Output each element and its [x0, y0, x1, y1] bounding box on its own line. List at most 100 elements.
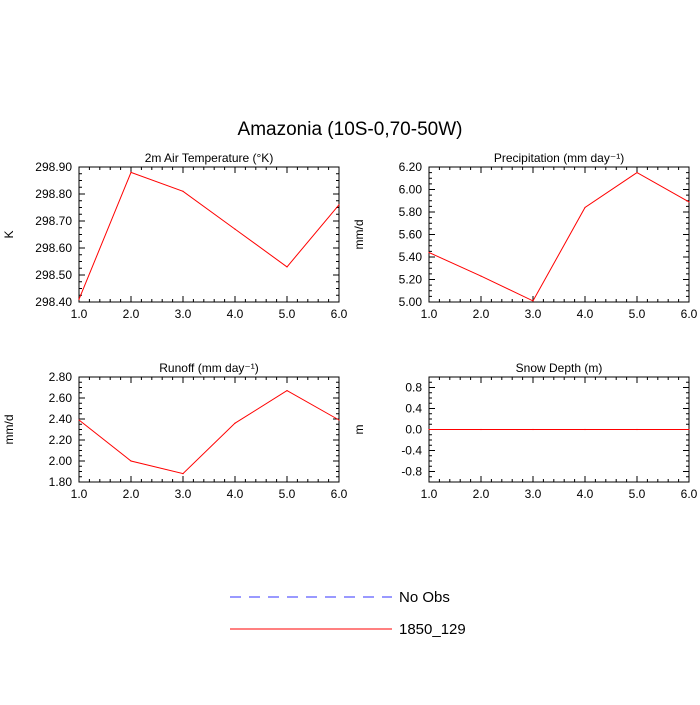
data-point	[584, 206, 586, 209]
y-tick-label: 6.20	[399, 160, 423, 174]
data-point	[130, 460, 132, 462]
y-tick-label: 1.80	[49, 475, 73, 489]
data-point	[584, 428, 586, 431]
panel-title-unit: (mm day⁻¹)	[563, 151, 624, 165]
x-tick-label: 5.0	[279, 307, 296, 321]
plot-frame	[78, 376, 340, 483]
x-tick-label: 3.0	[525, 307, 542, 321]
panel-title-text: Precipitation	[494, 151, 563, 165]
data-point	[78, 419, 80, 421]
y-tick-label: 298.40	[35, 295, 72, 309]
x-tick-label: 2.0	[123, 487, 140, 501]
panel-title: Runoff (mm day⁻¹)	[159, 361, 258, 375]
y-tick-label: 298.50	[35, 268, 72, 282]
y-tick-label: 5.60	[399, 228, 423, 242]
x-tick-label: 2.0	[473, 307, 490, 321]
legend-entry: No Obs	[230, 589, 450, 606]
y-tick-label: 6.00	[399, 183, 423, 197]
y-tick-label: 2.20	[49, 433, 73, 447]
x-tick-label: 2.0	[473, 487, 490, 501]
data-point	[480, 428, 482, 431]
y-tick-label: 2.80	[49, 370, 73, 384]
data-point	[182, 190, 184, 192]
panel-title-unit: (mm day⁻¹)	[198, 361, 259, 375]
y-tick-label: 5.80	[399, 205, 423, 219]
legend-label: No Obs	[399, 589, 450, 606]
y-tick-label: 0.0	[405, 423, 422, 437]
y-axis-label: m	[352, 425, 366, 435]
panel-title: 2m Air Temperature (°K)	[145, 151, 274, 165]
panel-title-text: 2m Air Temperature	[145, 151, 253, 165]
x-tick-label: 2.0	[123, 307, 140, 321]
plot-frame	[428, 166, 690, 303]
data-point	[286, 266, 288, 268]
y-tick-label: 298.80	[35, 187, 72, 201]
x-tick-label: 3.0	[175, 487, 192, 501]
x-tick-label: 1.0	[421, 307, 438, 321]
x-tick-label: 6.0	[681, 307, 698, 321]
x-tick-label: 1.0	[71, 307, 88, 321]
panel-4: Snow Depth (m) m 1.0 2.0 3.0 4.0 5.0 6.0 -0.8 -0.…	[352, 361, 698, 501]
data-point	[688, 201, 690, 203]
data-point	[532, 300, 534, 302]
x-tick-label: 6.0	[331, 487, 348, 501]
data-point	[234, 422, 236, 424]
y-tick-label: 5.20	[399, 273, 423, 287]
data-point	[480, 275, 482, 277]
page-title: Amazonia (10S-0,70-50W)	[238, 119, 463, 140]
legend-entry: 1850_129	[230, 621, 466, 638]
x-tick-label: 3.0	[175, 307, 192, 321]
x-tick-label: 6.0	[681, 487, 698, 501]
y-tick-label: -0.4	[401, 444, 422, 458]
x-tick-label: 5.0	[629, 307, 646, 321]
data-point	[532, 428, 534, 431]
series-line-1850_129	[78, 390, 340, 475]
panel-title: Precipitation (mm day⁻¹)	[494, 151, 624, 165]
data-point	[428, 428, 430, 431]
legend: No Obs 1850_129	[230, 589, 466, 638]
y-axis-label: mm/d	[352, 220, 366, 250]
data-point	[182, 473, 184, 475]
data-point	[130, 171, 132, 173]
data-point	[78, 298, 80, 300]
panel-2: Precipitation (mm day⁻¹) mm/d 1.0 2.0 3.0 4.0…	[352, 151, 698, 321]
x-tick-label: 4.0	[577, 307, 594, 321]
data-point	[234, 228, 236, 230]
y-tick-label: 5.00	[399, 295, 423, 309]
legend-label: 1850_129	[399, 621, 466, 638]
panel-1: 2m Air Temperature (°K) K 1.0 2.0 3.0 4.0 5.0 6…	[2, 151, 348, 321]
x-tick-label: 4.0	[577, 487, 594, 501]
data-point	[338, 419, 340, 421]
x-tick-label: 4.0	[227, 307, 244, 321]
data-point	[636, 172, 638, 174]
x-tick-label: 1.0	[71, 487, 88, 501]
x-tick-label: 5.0	[279, 487, 296, 501]
panel-title-unit: (m)	[584, 361, 602, 375]
x-tick-label: 5.0	[629, 487, 646, 501]
y-tick-label: 298.60	[35, 241, 72, 255]
x-tick-label: 6.0	[331, 307, 348, 321]
x-tick-label: 4.0	[227, 487, 244, 501]
panel-title-unit: (°K)	[253, 151, 274, 165]
y-tick-label: 298.70	[35, 214, 72, 228]
y-tick-label: -0.8	[401, 465, 422, 479]
series-line-1850_129	[428, 172, 690, 302]
panel-title-text: Snow Depth	[516, 361, 585, 375]
series-line-1850_129	[78, 171, 340, 300]
panels: 2m Air Temperature (°K) K 1.0 2.0 3.0 4.0 5.0 6…	[2, 151, 698, 501]
data-point	[286, 390, 288, 392]
y-axis-label: mm/d	[2, 415, 16, 445]
data-point	[428, 251, 430, 254]
x-tick-label: 1.0	[421, 487, 438, 501]
y-tick-label: 2.40	[49, 412, 73, 426]
y-tick-label: 2.00	[49, 454, 73, 468]
data-point	[636, 428, 638, 431]
y-tick-label: 0.4	[405, 402, 422, 416]
x-tick-label: 3.0	[525, 487, 542, 501]
plot-frame	[78, 166, 340, 303]
data-point	[338, 204, 340, 206]
y-tick-label: 0.8	[405, 381, 422, 395]
y-tick-label: 2.60	[49, 391, 73, 405]
